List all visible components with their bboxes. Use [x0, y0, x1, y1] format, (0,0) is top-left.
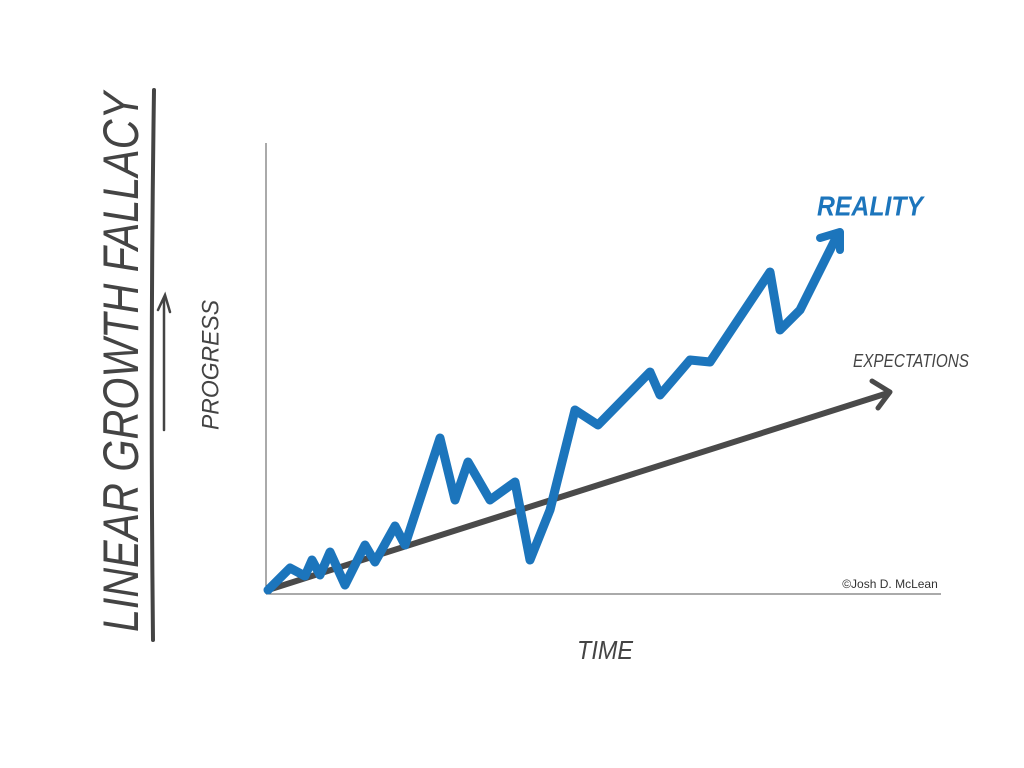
expectations-label: EXPECTATIONS [853, 351, 969, 371]
x-axis-label: TIME [577, 635, 634, 665]
reality-arrowhead [816, 228, 844, 254]
expectations-arrowhead [869, 378, 893, 411]
title-arrow [156, 291, 172, 432]
title-rule [149, 88, 156, 642]
title: LINEAR GROWTH FALLACY [93, 89, 149, 632]
reality-line [263, 235, 840, 595]
credit: ©Josh D. McLean [842, 577, 938, 591]
reality-label: REALITY [817, 190, 925, 221]
y-axis-label: PROGRESS [197, 300, 224, 430]
